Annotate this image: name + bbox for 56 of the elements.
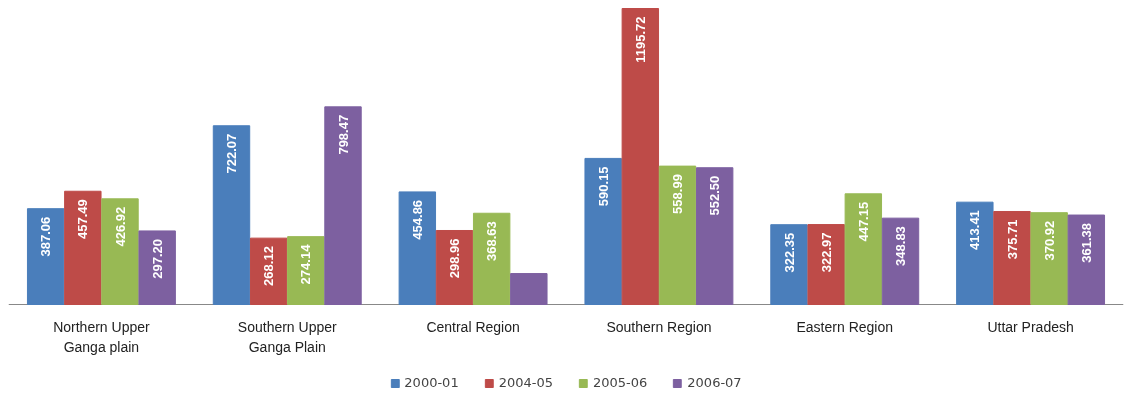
bar — [324, 106, 362, 305]
bar — [658, 165, 697, 305]
legend-label: 2004-05 — [498, 375, 553, 390]
data-label: 798.47 — [335, 114, 351, 155]
bar — [1030, 212, 1068, 305]
x-tick-label: Uttar Pradesh — [987, 318, 1074, 335]
bar — [993, 210, 1031, 305]
x-tick-label: Eastern Region — [796, 318, 894, 335]
bar — [621, 8, 660, 305]
data-label: 558.99 — [670, 174, 685, 214]
bar — [881, 217, 920, 305]
bar — [212, 125, 251, 305]
data-label: 322.97 — [818, 232, 834, 273]
bar — [249, 237, 288, 305]
data-label: 722.07 — [224, 133, 239, 174]
data-label: 426.92 — [112, 206, 128, 247]
data-label: 387.06 — [38, 216, 54, 257]
bar — [26, 208, 65, 305]
bar — [398, 191, 437, 305]
x-tick-label: Central Region — [426, 318, 520, 335]
bar — [807, 224, 845, 305]
data-label: 454.86 — [409, 199, 425, 240]
bar — [584, 157, 622, 305]
data-label: 447.15 — [855, 201, 871, 242]
data-label: 552.50 — [707, 175, 723, 216]
bar — [101, 198, 139, 305]
data-label: 590.15 — [595, 166, 611, 207]
data-label: 348.83 — [893, 226, 908, 266]
data-label: 413.41 — [967, 210, 983, 250]
bar — [64, 190, 102, 305]
data-label: 322.35 — [781, 232, 797, 273]
legend-label: 2000-01 — [404, 375, 459, 390]
bar — [844, 193, 883, 305]
bar — [138, 230, 176, 305]
data-label: 361.38 — [1078, 223, 1094, 263]
legend-label: 2006-07 — [687, 375, 742, 390]
data-label: 368.63 — [484, 221, 500, 262]
x-tick-label: Northern Upper Ganga plain — [53, 318, 150, 355]
data-label: 268.12 — [261, 246, 277, 286]
data-label: 457.49 — [75, 199, 91, 240]
bar — [695, 167, 734, 305]
bar — [956, 201, 994, 305]
bar — [1067, 214, 1106, 305]
data-label: 297.20 — [149, 238, 165, 279]
data-label: 298.96 — [447, 238, 462, 279]
bar — [510, 273, 548, 305]
bar — [472, 212, 511, 305]
data-label: 274.14 — [298, 243, 314, 285]
data-label: 375.71 — [1004, 219, 1020, 260]
x-tick-label: Southern Region — [606, 318, 712, 335]
bar — [770, 224, 808, 305]
data-label: 370.92 — [1041, 220, 1057, 261]
bar — [287, 236, 325, 305]
legend-label: 2005-06 — [593, 375, 648, 390]
data-label: 1195.72 — [632, 16, 648, 63]
x-tick-label: Southern Upper Ganga Plain — [237, 318, 338, 355]
